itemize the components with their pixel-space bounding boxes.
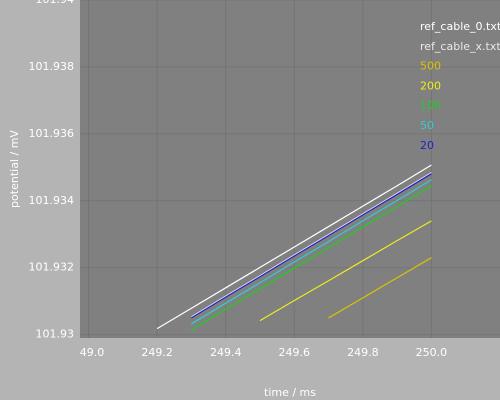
x-tick-label: 249.6 xyxy=(279,346,311,359)
y-tick-label: 101.938 xyxy=(29,60,75,73)
legend-label: 200 xyxy=(420,79,441,92)
y-axis-label: potential / mV xyxy=(8,130,21,208)
legend-label: 50 xyxy=(420,119,434,132)
x-tick-label: 249.2 xyxy=(141,346,173,359)
y-tick-label: 101.936 xyxy=(29,127,75,140)
x-axis-label: time / ms xyxy=(264,386,316,399)
legend-label: ref_cable_0.txt xyxy=(420,20,500,33)
series-line xyxy=(191,185,432,331)
plot-area xyxy=(80,0,500,338)
y-tick-label: 101.932 xyxy=(29,261,75,274)
series-line xyxy=(259,220,432,322)
x-tick-label: 249.0 xyxy=(73,346,105,359)
y-tick-label: 101.934 xyxy=(29,194,75,207)
legend-label: 500 xyxy=(420,60,441,73)
legend-label: ref_cable_x.txt xyxy=(420,40,500,53)
x-tick-label: 249.4 xyxy=(210,346,242,359)
x-tick-label: 250.0 xyxy=(416,346,448,359)
x-tick-label: 249.8 xyxy=(347,346,379,359)
series-line xyxy=(328,257,432,319)
legend-label: 20 xyxy=(420,139,434,152)
series-line xyxy=(191,173,432,319)
series-line xyxy=(191,172,432,318)
series-line xyxy=(156,164,432,330)
y-tick-label: 101.93 xyxy=(36,328,75,341)
legend-label: 100 xyxy=(420,99,441,112)
series-line xyxy=(191,179,432,325)
y-tick-label: 101.94 xyxy=(36,0,75,6)
